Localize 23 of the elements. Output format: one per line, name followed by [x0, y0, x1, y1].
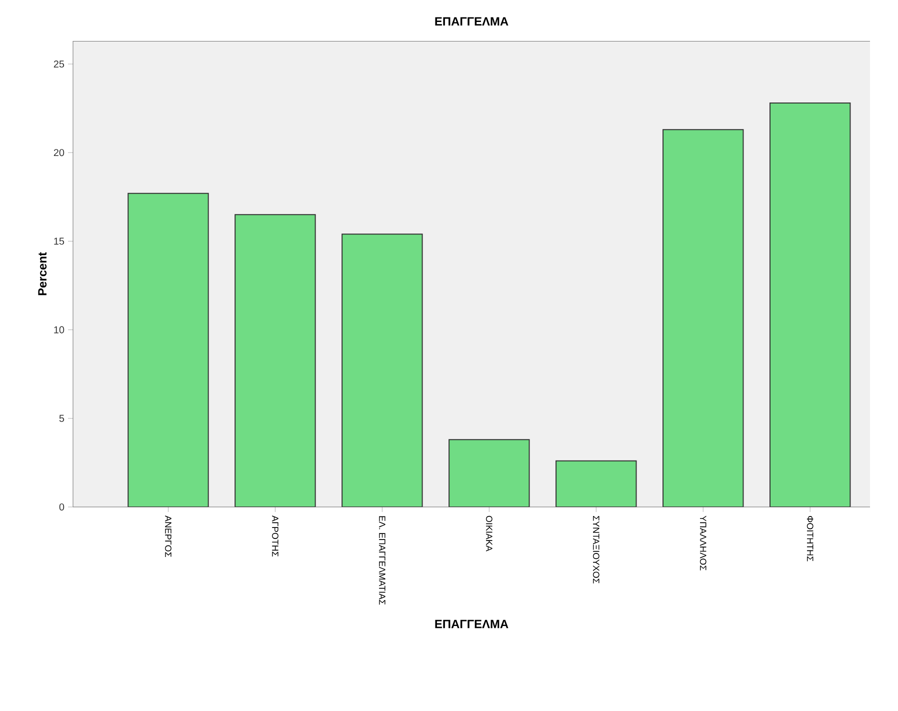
- x-tick-label: ΕΛ. ΕΠΑΓΓΕΛΜΑΤΙΑΣ: [379, 516, 386, 605]
- x-tick-label: ΑΓΡΟΤΗΣ: [272, 516, 278, 557]
- bar: [234, 214, 316, 507]
- y-tick-label: 15: [54, 238, 64, 245]
- x-tick-label: ΑΝΕΡΓΟΣ: [165, 516, 172, 558]
- bar: [448, 439, 530, 507]
- x-tick-label: ΦΟΙΤΗΤΗΣ: [806, 516, 814, 562]
- y-axis-title: Percent: [38, 252, 47, 296]
- bar: [556, 460, 637, 507]
- bar: [342, 234, 423, 507]
- y-tick-label: 5: [59, 414, 64, 422]
- x-tick-label: ΣΥΝΤΑΞΙΟΥΧΟΣ: [592, 516, 600, 584]
- y-tick-label: 0: [59, 503, 64, 511]
- bar: [770, 102, 851, 507]
- bar: [128, 192, 209, 507]
- y-tick-label: 20: [54, 149, 64, 156]
- chart-title: ΕΠΑΓΓΕΛΜΑ: [435, 17, 508, 26]
- x-tick-label: ΥΠΑΛΛΗΛΟΣ: [700, 516, 706, 570]
- y-tick-label: 10: [54, 326, 64, 334]
- x-tick-label: ΟΙΚΙΑΚΑ: [486, 516, 492, 552]
- bar: [662, 129, 744, 507]
- y-tick-label: 25: [54, 60, 64, 68]
- x-axis-title: ΕΠΑΓΓΕΛΜΑ: [435, 620, 508, 628]
